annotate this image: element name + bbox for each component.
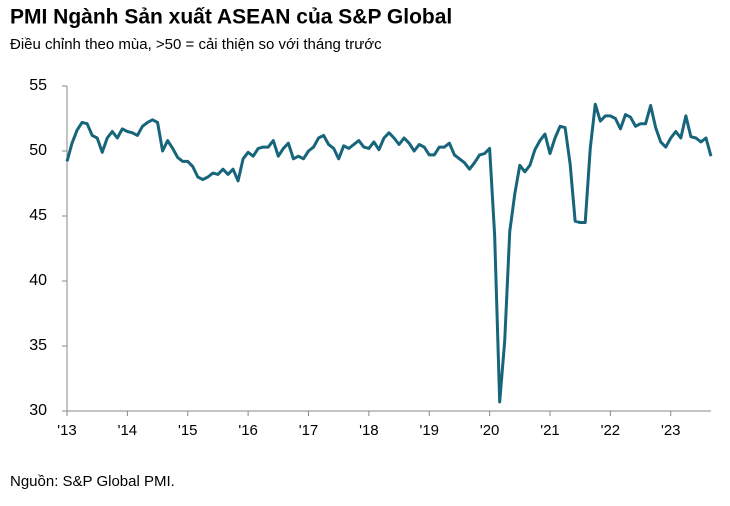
x-tick-label: '17 — [299, 422, 319, 439]
x-tick-label: '23 — [661, 422, 681, 439]
line-series — [65, 102, 713, 404]
source: Nguồn: S&P Global PMI. — [10, 473, 175, 490]
x-tick-label: '15 — [178, 422, 198, 439]
y-tick-label: 45 — [29, 207, 47, 224]
x-tick-label: '22 — [601, 422, 621, 439]
x-tick-label: '19 — [419, 422, 439, 439]
y-tick-label: 40 — [29, 272, 47, 289]
y-tick-label: 50 — [29, 142, 47, 159]
x-tick-label: '13 — [57, 422, 77, 439]
x-tick-label: '20 — [480, 422, 500, 439]
chart-title: PMI Ngành Sản xuất ASEAN của S&P Global — [10, 6, 452, 29]
chart-subtitle: Điều chỉnh theo mùa, >50 = cải thiện so … — [10, 36, 382, 53]
y-tick-label: 30 — [29, 402, 47, 419]
x-tick-label: '18 — [359, 422, 379, 439]
y-tick-label: 35 — [29, 337, 47, 354]
y-tick-label: 55 — [29, 77, 47, 94]
x-tick-label: '16 — [238, 422, 258, 439]
x-tick-label: '21 — [540, 422, 560, 439]
x-tick-label: '14 — [118, 422, 138, 439]
